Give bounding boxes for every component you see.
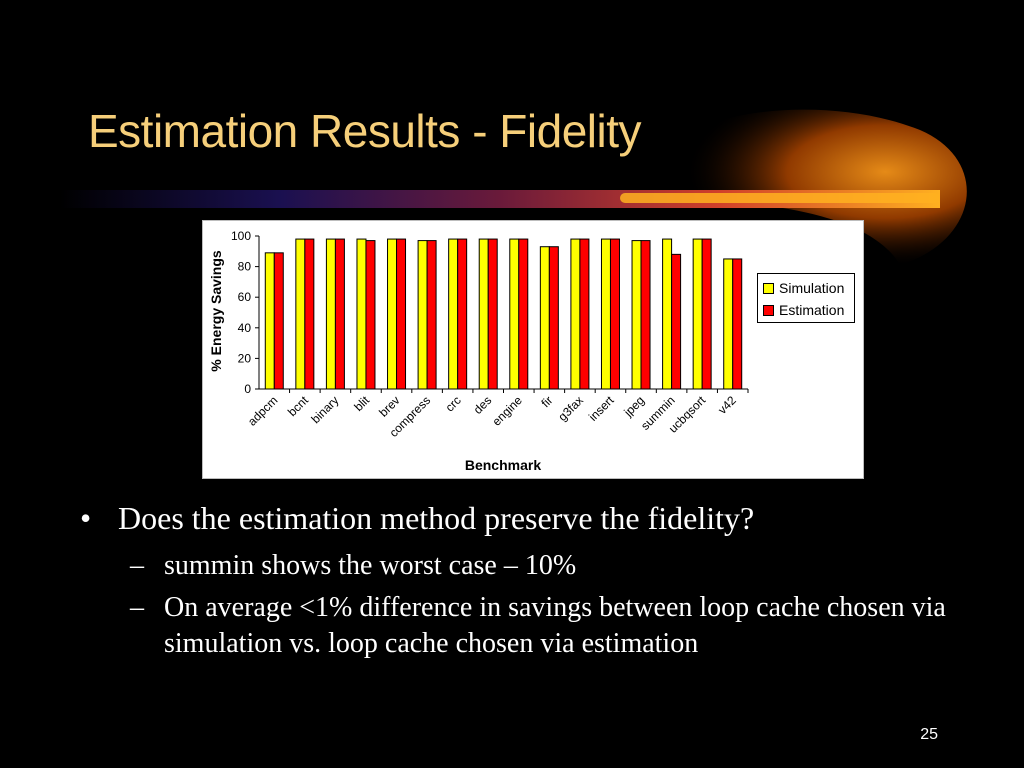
bar-estimation-insert bbox=[609, 238, 620, 390]
sub-bullet-list: – summin shows the worst case – 10% – On… bbox=[130, 548, 960, 662]
chart-legend: Simulation Estimation bbox=[757, 273, 855, 323]
y-tick-label-100: 100 bbox=[231, 229, 251, 243]
bar-estimation-binary bbox=[334, 238, 345, 390]
bar-estimation-brev bbox=[396, 238, 407, 390]
bar-simulation-summin bbox=[662, 238, 673, 390]
bar-estimation-v42 bbox=[732, 258, 743, 390]
x-tick-label-g3fax: g3fax bbox=[555, 393, 586, 424]
bar-simulation-crc bbox=[448, 238, 459, 390]
bar-estimation-blit bbox=[365, 240, 376, 390]
x-tick-label-des: des bbox=[471, 393, 495, 417]
bar-simulation-ucbqsort bbox=[692, 238, 703, 390]
bar-estimation-g3fax bbox=[579, 238, 590, 390]
bar-estimation-crc bbox=[457, 238, 468, 390]
legend-item-estimation: Estimation bbox=[758, 299, 854, 321]
x-tick-label-engine: engine bbox=[490, 393, 526, 429]
bar-estimation-fir bbox=[548, 246, 559, 390]
x-tick-label-insert: insert bbox=[586, 393, 617, 424]
bar-estimation-jpeg bbox=[640, 240, 651, 390]
legend-label-estimation: Estimation bbox=[779, 302, 845, 318]
y-tick-label-80: 80 bbox=[238, 260, 252, 274]
bar-estimation-bcnt bbox=[304, 238, 315, 390]
bar-simulation-compress bbox=[417, 240, 428, 390]
sub-bullet-2-text: On average <1% difference in savings bet… bbox=[164, 592, 946, 659]
page-number: 25 bbox=[920, 726, 938, 743]
slide-title: Estimation Results - Fidelity bbox=[88, 105, 642, 157]
bar-simulation-fir bbox=[539, 246, 550, 390]
x-tick-label-v42: v42 bbox=[715, 393, 739, 417]
sub-bullet-1: – summin shows the worst case – 10% bbox=[130, 548, 960, 584]
bar-estimation-summin bbox=[671, 253, 682, 390]
bar-simulation-binary bbox=[325, 238, 336, 390]
bullet-mark: • bbox=[80, 500, 92, 536]
bar-chart: adpcm bcnt binary blit brev compress crc des eng… bbox=[202, 220, 864, 479]
bar-simulation-blit bbox=[356, 238, 367, 390]
x-tick-label-crc: crc bbox=[443, 393, 464, 414]
legend-item-simulation: Simulation bbox=[758, 277, 854, 299]
bar-estimation-compress bbox=[426, 240, 437, 390]
bar-simulation-brev bbox=[387, 238, 398, 390]
x-tick-label-jpeg: jpeg bbox=[621, 393, 648, 420]
bar-simulation-des bbox=[478, 238, 489, 390]
bar-simulation-jpeg bbox=[631, 240, 642, 390]
y-tick-label-0: 0 bbox=[244, 382, 251, 396]
sub-bullet-1-text: summin shows the worst case – 10% bbox=[164, 550, 577, 581]
y-tick-label-60: 60 bbox=[238, 290, 252, 304]
sub-bullet-2: – On average <1% difference in savings b… bbox=[130, 590, 960, 662]
bullet-main-text: Does the estimation method preserve the … bbox=[118, 500, 755, 536]
bar-simulation-insert bbox=[600, 238, 611, 390]
bar-estimation-des bbox=[487, 238, 498, 390]
x-tick-label-binary: binary bbox=[309, 393, 342, 426]
bar-simulation-g3fax bbox=[570, 238, 581, 390]
bar-simulation-engine bbox=[509, 238, 520, 390]
bullet-main: • Does the estimation method preserve th… bbox=[80, 498, 960, 538]
x-tick-label-bcnt: bcnt bbox=[285, 393, 311, 419]
x-tick-label-brev: brev bbox=[376, 393, 402, 419]
bar-estimation-adpcm bbox=[273, 252, 284, 390]
bar-simulation-adpcm bbox=[264, 252, 275, 390]
x-tick-label-fir: fir bbox=[538, 393, 555, 410]
sub-bullet-mark: – bbox=[130, 550, 144, 581]
x-tick-label-adpcm: adpcm bbox=[245, 393, 280, 428]
y-tick-label-20: 20 bbox=[238, 351, 252, 365]
y-axis-label: % Energy Savings bbox=[208, 250, 224, 372]
bullet-list: • Does the estimation method preserve th… bbox=[80, 498, 960, 668]
y-tick-label-40: 40 bbox=[238, 321, 252, 335]
x-axis-label: Benchmark bbox=[465, 457, 541, 473]
bar-simulation-bcnt bbox=[295, 238, 306, 390]
sub-bullet-mark: – bbox=[130, 592, 144, 623]
legend-label-simulation: Simulation bbox=[779, 280, 845, 296]
x-tick-label-blit: blit bbox=[351, 393, 372, 414]
bar-simulation-v42 bbox=[723, 258, 734, 390]
bar-estimation-ucbqsort bbox=[701, 238, 712, 390]
bar-estimation-engine bbox=[518, 238, 529, 390]
legend-swatch-simulation bbox=[763, 282, 774, 294]
legend-swatch-estimation bbox=[763, 304, 774, 316]
